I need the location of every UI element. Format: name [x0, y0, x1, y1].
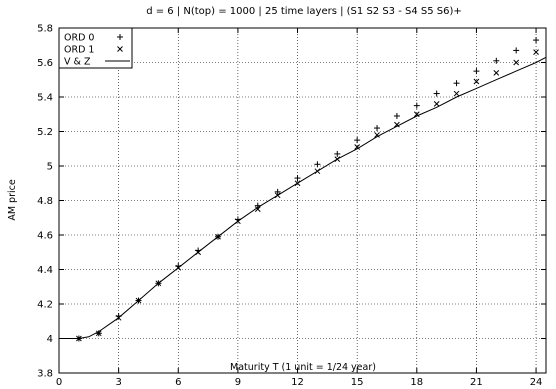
series-line-vz — [59, 56, 547, 339]
point-ord1 — [254, 206, 261, 212]
x-tick-label: 15 — [351, 377, 364, 388]
x-tick-label: 0 — [56, 377, 62, 388]
y-tick-label: 4.8 — [37, 196, 53, 207]
x-axis-label: Maturity T (1 unit = 1/24 year) — [230, 362, 376, 373]
point-ord1 — [493, 69, 500, 76]
legend-swatch-plus — [117, 34, 123, 40]
grid — [59, 28, 546, 373]
chart-title: d = 6 | N(top) = 1000 | 25 time layers |… — [146, 6, 462, 17]
point-ord0 — [493, 57, 500, 64]
y-tick-label: 5.8 — [37, 24, 53, 35]
x-tick-label: 24 — [530, 377, 543, 388]
legend-label: V & Z — [64, 57, 91, 68]
point-ord1 — [453, 90, 460, 97]
point-ord0 — [314, 161, 321, 168]
x-tick-label: 3 — [115, 377, 121, 388]
point-ord0 — [334, 150, 341, 157]
y-tick-label: 4.6 — [37, 231, 53, 242]
point-ord1 — [394, 121, 400, 128]
point-ord0 — [453, 80, 460, 87]
point-ord0 — [513, 47, 520, 54]
y-axis-label: AM price — [7, 179, 18, 221]
y-tick-label: 5.2 — [37, 127, 53, 138]
plot-area — [59, 37, 547, 342]
plot-frame — [58, 27, 547, 374]
legend-label: ORD 1 — [64, 45, 94, 56]
legend-label: ORD 0 — [64, 33, 94, 44]
y-tick-label: 5 — [47, 162, 53, 173]
x-tick-label: 9 — [235, 377, 241, 388]
point-ord0 — [393, 112, 400, 119]
point-ord1 — [533, 49, 539, 56]
x-tick-label: 12 — [291, 377, 304, 388]
point-ord0 — [374, 125, 381, 132]
point-ord0 — [473, 68, 480, 75]
x-tick-label: 21 — [470, 377, 483, 388]
point-ord0 — [413, 102, 420, 109]
point-ord1 — [95, 330, 102, 337]
point-ord1 — [433, 101, 440, 107]
ticks: 0 3 6 9 12 15 18 21 24 3.8 4 4.2 4.4 4.6 4.8 5 5.2 5.4 5.6… — [37, 24, 546, 388]
point-ord1 — [513, 59, 520, 66]
y-tick-label: 5.4 — [37, 93, 53, 104]
point-ord0 — [274, 188, 281, 195]
point-ord1 — [413, 111, 420, 118]
x-tick-label: 18 — [410, 377, 423, 388]
y-tick-label: 5.6 — [37, 58, 53, 69]
y-tick-label: 4.2 — [37, 300, 53, 311]
point-ord0 — [354, 137, 361, 144]
y-tick-label: 4.4 — [37, 265, 53, 276]
point-ord1 — [473, 78, 480, 85]
x-tick-label: 6 — [175, 377, 181, 388]
point-ord0 — [433, 90, 440, 97]
point-ord1 — [354, 144, 361, 150]
point-ord0 — [533, 37, 540, 44]
point-ord1 — [374, 132, 380, 138]
legend-swatch-cross — [117, 46, 123, 52]
point-ord0 — [294, 175, 301, 182]
y-tick-label: 4 — [47, 334, 53, 345]
y-tick-label: 3.8 — [37, 369, 53, 380]
